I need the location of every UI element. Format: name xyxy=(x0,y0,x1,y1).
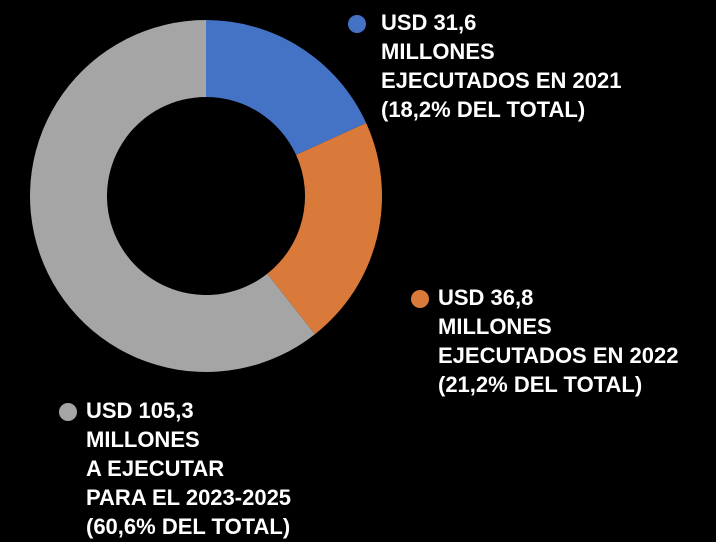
legend-dot xyxy=(348,15,366,33)
value-label: USD 36,8 xyxy=(438,285,533,310)
category-label: EJECUTADOS EN 2022 xyxy=(438,343,678,368)
category-label: EJECUTADOS EN 2021 xyxy=(381,68,621,93)
category-label: A EJECUTAR xyxy=(86,456,224,481)
value-label: USD 31,6 xyxy=(381,10,476,35)
category-label: MILLONES xyxy=(438,314,552,339)
value-label: USD 105,3 xyxy=(86,398,194,423)
donut-segment xyxy=(29,20,315,372)
percent-label: (21,2% DEL TOTAL) xyxy=(438,372,642,397)
percent-label: (60,6% DEL TOTAL) xyxy=(86,514,290,539)
donut-segment xyxy=(267,122,383,335)
category-label: MILLONES xyxy=(381,39,495,64)
donut-segment xyxy=(206,20,367,155)
legend-dot xyxy=(411,290,429,308)
category-label: MILLONES xyxy=(86,427,200,452)
legend-dot xyxy=(59,403,77,421)
category-label: PARA EL 2023-2025 xyxy=(86,485,291,510)
percent-label: (18,2% DEL TOTAL) xyxy=(381,97,585,122)
